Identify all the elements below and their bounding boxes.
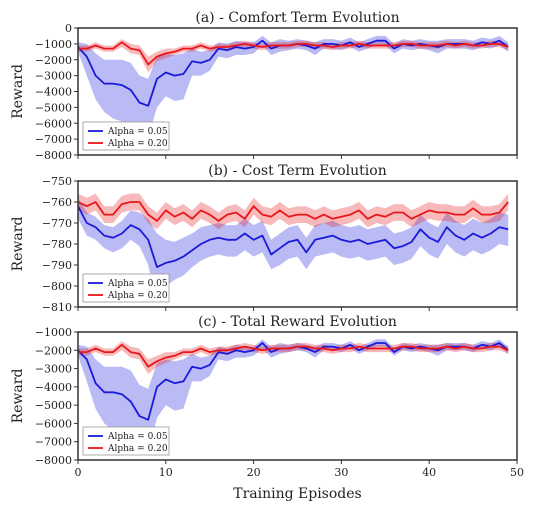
legend-label: Alpha = 0.20 <box>107 139 168 149</box>
chart-title: (c) - Total Reward Evolution <box>198 314 397 330</box>
x-tick-label: 10 <box>159 466 173 479</box>
x-tick-label: 30 <box>334 466 348 479</box>
series-0-band <box>78 339 509 451</box>
series-1-line <box>78 41 509 66</box>
y-tick-label: −4000 <box>35 381 72 394</box>
x-tick-label: 40 <box>422 466 436 479</box>
series-1-line <box>78 343 509 368</box>
chart-title: (b) - Cost Term Evolution <box>208 163 386 179</box>
chart-panel-2: −1000 −2000 −3000 −4000 −5000 −6000 −7000 −8000… <box>10 314 524 502</box>
axes-frame <box>77 331 518 461</box>
y-tick-label: −8000 <box>35 149 72 162</box>
y-tick-label: 0 <box>65 22 72 35</box>
series-0-band <box>78 35 509 138</box>
y-axis-label: Reward <box>10 64 26 119</box>
y-axis-label: Reward <box>10 217 26 272</box>
y-tick-label: −2000 <box>35 54 72 67</box>
y-tick-label: −1000 <box>35 38 72 51</box>
chart-panel-0: 0 −1000 −2000 −3000 −4000 −5000 −6000 −7000 −800… <box>10 10 518 162</box>
series-1-band <box>78 39 509 73</box>
y-tick-label: −6000 <box>35 117 72 130</box>
y-tick-label: −3000 <box>35 363 72 376</box>
y-tick-label: −7000 <box>35 436 72 449</box>
legend: Alpha = 0.05 Alpha = 0.20 <box>82 121 170 151</box>
x-tick-label: 0 <box>75 466 82 479</box>
y-tick-label: −760 <box>42 196 72 209</box>
y-tick-label: −5000 <box>35 101 72 114</box>
series-0-band <box>78 197 509 303</box>
x-tick-label: 20 <box>247 466 261 479</box>
legend-label: Alpha = 0.05 <box>107 127 168 137</box>
series-1-band <box>78 193 509 230</box>
legend: Alpha = 0.05 Alpha = 0.20 <box>82 426 170 456</box>
y-tick-label: −810 <box>42 301 72 314</box>
legend: Alpha = 0.05 Alpha = 0.20 <box>82 273 170 303</box>
y-tick-label: −8000 <box>35 454 72 467</box>
plot-area <box>78 35 509 138</box>
y-tick-label: −770 <box>42 217 72 230</box>
y-tick-label: −780 <box>42 238 72 251</box>
y-tick-label: −1000 <box>35 326 72 339</box>
x-tick-label: 50 <box>510 466 524 479</box>
series-1-band <box>78 341 509 375</box>
plot-area <box>78 339 509 451</box>
x-axis-label: Training Episodes <box>233 486 361 502</box>
y-tick-label: −2000 <box>35 344 72 357</box>
y-tick-label: −6000 <box>35 417 72 430</box>
legend-label: Alpha = 0.05 <box>107 432 168 442</box>
legend-label: Alpha = 0.20 <box>107 444 168 454</box>
legend-box <box>82 426 170 456</box>
y-tick-label: −750 <box>42 175 72 188</box>
legend-box <box>82 121 170 151</box>
plot-area <box>78 193 509 303</box>
y-tick-label: −800 <box>42 280 72 293</box>
y-axis-label: Reward <box>10 369 26 424</box>
y-tick-label: −4000 <box>35 86 72 99</box>
y-tick-label: −3000 <box>35 70 72 83</box>
y-tick-label: −5000 <box>35 399 72 412</box>
chart-title: (a) - Comfort Term Evolution <box>195 10 399 26</box>
y-tick-label: −7000 <box>35 133 72 146</box>
legend-box <box>82 273 170 303</box>
series-1-line <box>78 201 509 222</box>
legend-label: Alpha = 0.05 <box>107 279 168 289</box>
y-tick-label: −790 <box>42 259 72 272</box>
chart-panel-1: −750 −760 −770 −780 −790 −800 −810 (b) - Cost T… <box>10 163 518 314</box>
legend-label: Alpha = 0.20 <box>107 291 168 301</box>
series-0-line <box>78 205 509 269</box>
